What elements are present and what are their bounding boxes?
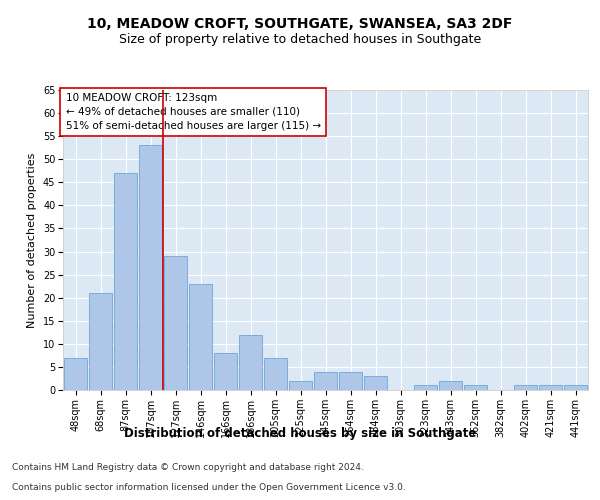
Bar (563, 386, 587, 390)
Bar (514, 386, 538, 390)
Bar (139, 146, 163, 390)
Text: Distribution of detached houses by size in Southgate: Distribution of detached houses by size … (124, 428, 476, 440)
Bar (263, 358, 287, 390)
Bar (289, 381, 313, 390)
Bar (539, 386, 562, 390)
Bar (464, 386, 487, 390)
Text: Contains public sector information licensed under the Open Government Licence v3: Contains public sector information licen… (12, 484, 406, 492)
Bar (413, 386, 437, 390)
Bar (64, 358, 88, 390)
Bar (439, 381, 463, 390)
Bar (364, 376, 388, 390)
Bar (89, 293, 112, 390)
Text: Size of property relative to detached houses in Southgate: Size of property relative to detached ho… (119, 32, 481, 46)
Bar (188, 284, 212, 390)
Bar (214, 353, 238, 390)
Text: 10, MEADOW CROFT, SOUTHGATE, SWANSEA, SA3 2DF: 10, MEADOW CROFT, SOUTHGATE, SWANSEA, SA… (88, 18, 512, 32)
Bar (239, 334, 262, 390)
Bar (338, 372, 362, 390)
Text: Contains HM Land Registry data © Crown copyright and database right 2024.: Contains HM Land Registry data © Crown c… (12, 464, 364, 472)
Y-axis label: Number of detached properties: Number of detached properties (28, 152, 37, 328)
Bar (314, 372, 337, 390)
Bar (113, 173, 137, 390)
Bar (164, 256, 187, 390)
Text: 10 MEADOW CROFT: 123sqm
← 49% of detached houses are smaller (110)
51% of semi-d: 10 MEADOW CROFT: 123sqm ← 49% of detache… (65, 93, 321, 131)
